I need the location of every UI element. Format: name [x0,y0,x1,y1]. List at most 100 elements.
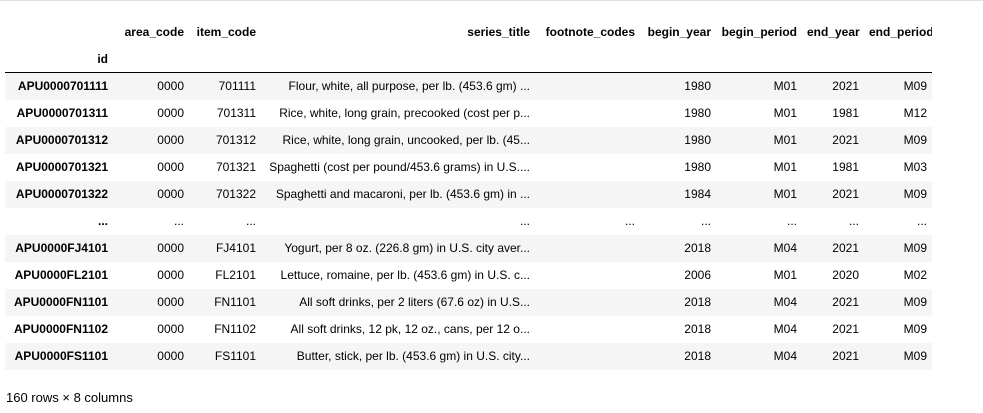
row-index: APU0000701312 [15,133,108,147]
cell-series-title: Lettuce, romaine, per lb. (453.6 gm) in … [280,268,530,282]
row-index: APU0000701322 [15,187,108,201]
cell-begin-year: 2018 [684,295,711,309]
cell-footnote-codes [535,100,640,127]
cell-item-code: 701311 [216,106,256,120]
table-header: area_code item_code series_title footnote_c… [5,18,932,73]
table-row: APU0000FN1101 0000 FN1101 All soft drinks, … [5,288,932,316]
row-index: APU0000701111 [17,79,108,94]
top-divider [0,0,983,1]
cell-footnote-codes [535,181,640,208]
cell-begin-period: ... [786,214,797,228]
cell-end-year: 2021 [832,241,859,255]
cell-series-title: Rice, white, long grain, uncooked, per l… [282,133,530,147]
cell-footnote-codes [535,73,640,100]
cell-area-code: 0000 [157,268,184,282]
row-index: APU0000FL2101 [14,268,108,282]
column-header-begin-year: begin_year [647,24,711,39]
cell-begin-period: M01 [773,268,797,282]
shape-summary: 160 rows × 8 columns [6,390,133,405]
table-row: APU0000701312 0000 701312 Rice, white, long… [5,126,932,154]
row-index: APU0000701311 [16,106,108,120]
cell-area-code: 0000 [157,187,184,201]
cell-series-title: Butter, stick, per lb. (453.6 gm) in U.S… [296,349,530,363]
cell-item-code: 701321 [215,160,256,174]
column-header-row: area_code item_code series_title footnote_c… [5,18,932,45]
column-header-end-period: end_period [869,24,932,39]
cell-end-year: 2021 [832,187,859,201]
cell-area-code: 0000 [157,322,184,336]
cell-end-period: M09 [903,79,927,94]
cell-begin-year: 2006 [684,268,711,282]
cell-area-code: 0000 [157,349,184,363]
row-index: APU0000FS1101 [14,349,108,363]
cell-item-code: FS1101 [214,349,256,363]
cell-area-code: 0000 [157,160,184,174]
corner-cell [5,18,113,45]
cell-end-period: M09 [903,187,927,201]
table-row: APU0000FJ4101 0000 FJ4101 Yogurt, per 8 oz.… [5,234,932,262]
cell-end-period: M03 [903,160,927,174]
cell-series-title: ... [519,214,530,228]
cell-item-code: FN1102 [214,322,256,336]
table-row: APU0000701321 0000 701321 Spaghetti (cost p… [5,153,932,181]
table-row: APU0000FS1101 0000 FS1101 Butter, stick, pe… [5,342,932,370]
column-header-begin-period: begin_period [721,24,797,39]
dataframe-output: area_code item_code series_title footnote_c… [5,18,932,370]
dataframe-table: area_code item_code series_title footnote_c… [5,18,932,370]
cell-begin-year: 1980 [684,79,711,94]
table-body: APU0000701111 0000 701111 Flour, white, all… [5,72,932,370]
cell-end-year: 2021 [832,295,859,309]
cell-item-code: 701312 [215,133,256,147]
column-header-series-title: series_title [467,24,530,39]
cell-item-code: FN1101 [214,295,256,309]
row-index: APU0000FN1102 [13,322,108,336]
cell-begin-year: 2018 [684,241,711,255]
cell-begin-year: 1980 [684,106,711,120]
cell-item-code: FJ4101 [215,241,256,255]
column-header-footnote-codes: footnote_codes [545,24,635,39]
cell-begin-period: M01 [773,79,797,94]
cell-series-title: Spaghetti (cost per pound/453.6 grams) i… [269,160,530,174]
cell-end-year: ... [848,214,859,228]
cell-end-period: M09 [903,133,927,147]
table-row: APU0000701311 0000 701311 Rice, white, long… [5,99,932,127]
cell-begin-year: 1980 [684,133,711,147]
table-row: APU0000FL2101 0000 FL2101 Lettuce, romaine,… [5,261,932,289]
cell-end-year: 1981 [832,160,859,174]
cell-footnote-codes [535,289,640,316]
cell-series-title: Yogurt, per 8 oz. (226.8 gm) in U.S. cit… [284,241,530,255]
cell-item-code: 701322 [215,187,256,201]
cell-begin-period: M01 [773,106,797,120]
cell-footnote-codes [535,316,640,343]
cell-end-period: M09 [903,241,927,255]
cell-begin-year: ... [700,214,711,228]
table-row: APU0000701111 0000 701111 Flour, white, all… [5,72,932,100]
row-index: APU0000FN1101 [13,295,108,309]
cell-item-code: 701111 [218,79,256,94]
cell-begin-year: 1980 [684,160,711,174]
cell-end-year: 2021 [832,322,859,336]
cell-series-title: Flour, white, all purpose, per lb. (453.… [288,79,530,94]
cell-begin-period: M04 [773,295,797,309]
cell-end-year: 2021 [832,133,859,147]
cell-area-code: 0000 [157,133,184,147]
cell-area-code: 0000 [157,241,184,255]
cell-begin-period: M04 [773,241,797,255]
cell-footnote-codes [535,343,640,370]
cell-begin-period: M01 [773,160,797,174]
cell-end-period: M09 [903,349,927,363]
cell-series-title: All soft drinks, per 2 liters (67.6 oz) … [299,295,530,309]
row-index: ... [97,214,108,228]
row-index: APU0000701321 [15,160,108,174]
cell-end-year: 2021 [832,79,859,94]
cell-footnote-codes [535,262,640,289]
cell-end-year: 1981 [832,106,859,120]
cell-footnote-codes [535,154,640,181]
cell-footnote-codes: ... [624,214,635,228]
cell-begin-year: 2018 [684,322,711,336]
cell-series-title: Spaghetti and macaroni, per lb. (453.6 g… [275,187,530,201]
cell-end-year: 2021 [832,349,859,363]
table-row: APU0000701322 0000 701322 Spaghetti and mac… [5,180,932,208]
cell-end-period: ... [916,214,927,228]
cell-begin-period: M01 [773,133,797,147]
